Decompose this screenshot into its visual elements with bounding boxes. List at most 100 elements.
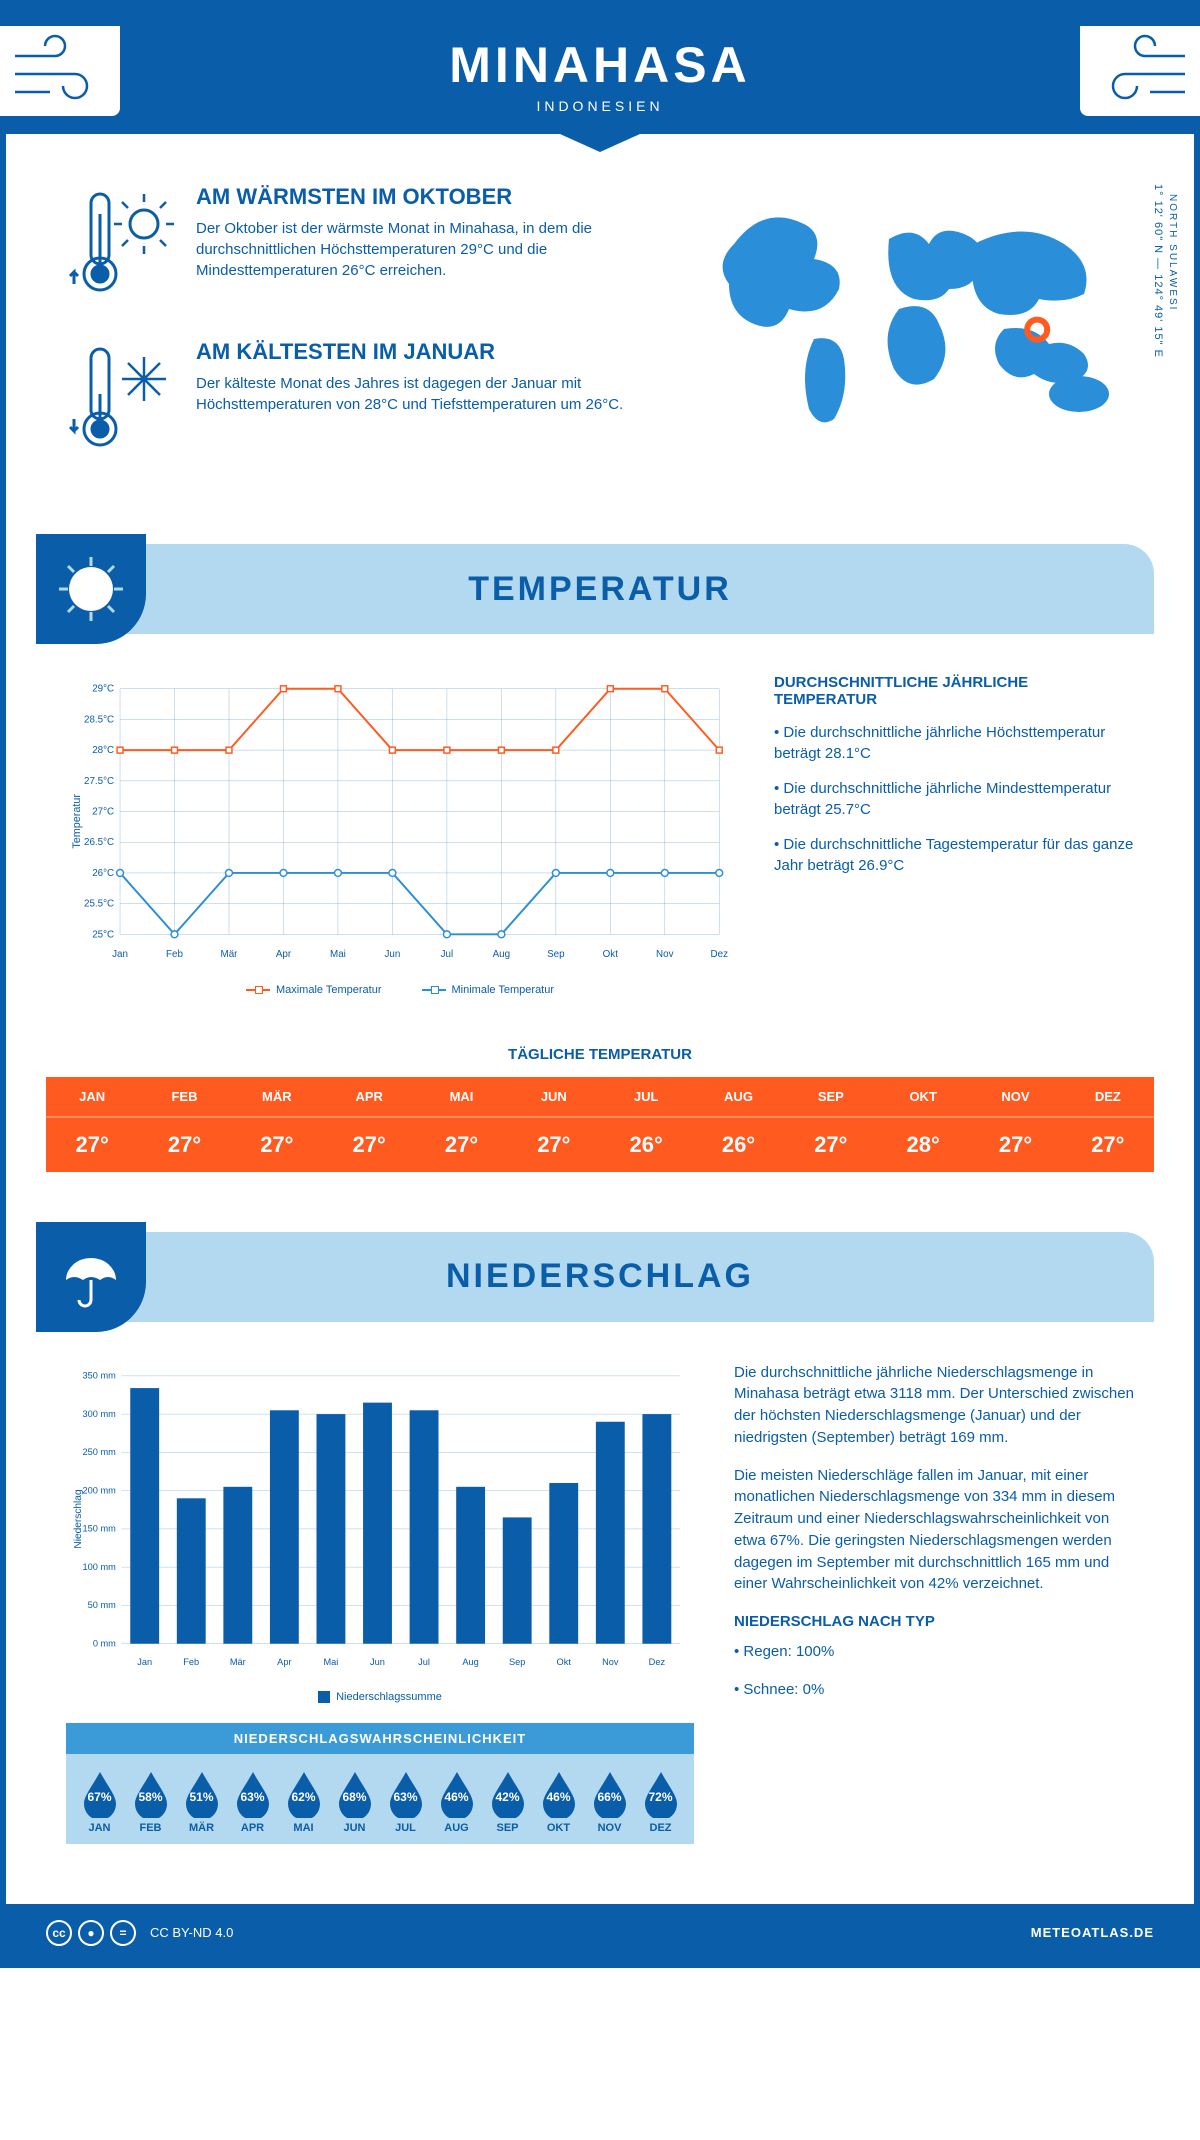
- svg-text:300 mm: 300 mm: [83, 1409, 117, 1419]
- svg-text:Mai: Mai: [330, 949, 346, 960]
- month-value: 27°: [138, 1116, 230, 1172]
- precipitation-banner: NIEDERSCHLAG: [46, 1232, 1154, 1322]
- svg-text:28.5°C: 28.5°C: [84, 714, 114, 725]
- region-label: NORTH SULAWESI: [1167, 194, 1178, 311]
- svg-text:Jun: Jun: [370, 1657, 385, 1667]
- svg-text:50 mm: 50 mm: [88, 1600, 116, 1610]
- month-header: NOV: [969, 1077, 1061, 1116]
- wind-icon: [1080, 26, 1200, 116]
- prob-cell: 42% SEP: [482, 1768, 533, 1834]
- warmest-fact: AM WÄRMSTEN IM OKTOBER Der Oktober ist d…: [66, 184, 654, 309]
- svg-text:Temperatur: Temperatur: [71, 794, 83, 849]
- coldest-text: Der kälteste Monat des Jahres ist dagege…: [196, 373, 654, 415]
- svg-text:Feb: Feb: [166, 949, 183, 960]
- precip-p1: Die durchschnittliche jährliche Niedersc…: [734, 1362, 1134, 1449]
- month-value: 26°: [692, 1116, 784, 1172]
- month-header: OKT: [877, 1077, 969, 1116]
- month-value: 28°: [877, 1116, 969, 1172]
- svg-text:Jul: Jul: [441, 949, 454, 960]
- cc-icons: cc●=: [46, 1920, 136, 1946]
- legend-precip: Niederschlagssumme: [318, 1691, 442, 1703]
- month-header: FEB: [138, 1077, 230, 1116]
- month-header: DEZ: [1062, 1077, 1154, 1116]
- svg-text:Aug: Aug: [462, 1657, 478, 1667]
- svg-text:0 mm: 0 mm: [93, 1638, 116, 1648]
- svg-text:Apr: Apr: [276, 949, 292, 960]
- svg-text:Jun: Jun: [384, 949, 400, 960]
- svg-text:250 mm: 250 mm: [83, 1447, 117, 1457]
- wind-icon: [0, 26, 120, 116]
- precip-p2: Die meisten Niederschläge fallen im Janu…: [734, 1465, 1134, 1596]
- coldest-title: AM KÄLTESTEN IM JANUAR: [196, 339, 654, 365]
- month-header: MAI: [415, 1077, 507, 1116]
- month-value: 27°: [508, 1116, 600, 1172]
- temp-info-title: DURCHSCHNITTLICHE JÄHRLICHE TEMPERATUR: [774, 674, 1134, 708]
- svg-text:Feb: Feb: [183, 1657, 199, 1667]
- daily-temp-title: TÄGLICHE TEMPERATUR: [6, 1046, 1194, 1063]
- month-header: JUN: [508, 1077, 600, 1116]
- sun-icon: [36, 534, 146, 644]
- site-name: METEOATLAS.DE: [1031, 1925, 1154, 1940]
- month-value: 27°: [415, 1116, 507, 1172]
- month-value: 27°: [46, 1116, 138, 1172]
- footer: cc●= CC BY-ND 4.0 METEOATLAS.DE: [6, 1904, 1194, 1962]
- prob-cell: 46% OKT: [533, 1768, 584, 1834]
- svg-text:100 mm: 100 mm: [83, 1562, 117, 1572]
- raindrop-icon: 42%: [487, 1768, 529, 1818]
- prob-cell: 63% JUL: [380, 1768, 431, 1834]
- svg-text:Mär: Mär: [221, 949, 239, 960]
- svg-text:Dez: Dez: [711, 949, 729, 960]
- raindrop-icon: 51%: [181, 1768, 223, 1818]
- month-value: 27°: [785, 1116, 877, 1172]
- prob-cell: 51% MÄR: [176, 1768, 227, 1834]
- svg-text:27.5°C: 27.5°C: [84, 776, 114, 787]
- svg-text:Dez: Dez: [649, 1657, 666, 1667]
- svg-text:Okt: Okt: [557, 1657, 572, 1667]
- svg-text:Niederschlag: Niederschlag: [73, 1489, 84, 1548]
- temperature-heading: TEMPERATUR: [468, 570, 732, 609]
- prob-cell: 72% DEZ: [635, 1768, 686, 1834]
- temp-bullet: • Die durchschnittliche jährliche Höchst…: [774, 722, 1134, 764]
- thermometer-sun-icon: [66, 184, 176, 309]
- precip-type-title: NIEDERSCHLAG NACH TYP: [734, 1611, 1134, 1633]
- svg-text:26.5°C: 26.5°C: [84, 837, 114, 848]
- page-title: MINAHASA: [6, 36, 1194, 94]
- svg-text:200 mm: 200 mm: [83, 1485, 117, 1495]
- temp-bullet: • Die durchschnittliche Tagestemperatur …: [774, 834, 1134, 876]
- prob-title: NIEDERSCHLAGSWAHRSCHEINLICHKEIT: [66, 1723, 694, 1754]
- raindrop-icon: 63%: [385, 1768, 427, 1818]
- temperature-chart: 25°C25.5°C26°C26.5°C27°C27.5°C28°C28.5°C…: [66, 674, 734, 996]
- raindrop-icon: 46%: [538, 1768, 580, 1818]
- warmest-text: Der Oktober ist der wärmste Monat in Min…: [196, 218, 654, 281]
- daily-temp-table: JANFEBMÄRAPRMAIJUNJULAUGSEPOKTNOVDEZ27°2…: [46, 1077, 1154, 1172]
- thermometer-snow-icon: [66, 339, 176, 464]
- svg-text:Mai: Mai: [324, 1657, 339, 1667]
- month-header: JAN: [46, 1077, 138, 1116]
- legend-max: Maximale Temperatur: [246, 984, 382, 996]
- svg-text:Aug: Aug: [493, 949, 510, 960]
- raindrop-icon: 66%: [589, 1768, 631, 1818]
- prob-cell: 62% MAI: [278, 1768, 329, 1834]
- temp-bullet: • Die durchschnittliche jährliche Mindes…: [774, 778, 1134, 820]
- raindrop-icon: 67%: [79, 1768, 121, 1818]
- svg-text:Jul: Jul: [418, 1657, 430, 1667]
- month-value: 26°: [600, 1116, 692, 1172]
- coordinates: 1° 12' 60" N — 124° 49' 15" E: [1152, 184, 1164, 358]
- svg-text:27°C: 27°C: [92, 806, 114, 817]
- precipitation-heading: NIEDERSCHLAG: [446, 1257, 754, 1296]
- raindrop-icon: 68%: [334, 1768, 376, 1818]
- month-value: 27°: [231, 1116, 323, 1172]
- prob-cell: 67% JAN: [74, 1768, 125, 1834]
- svg-text:25°C: 25°C: [92, 929, 114, 940]
- svg-text:29°C: 29°C: [92, 684, 114, 695]
- svg-text:Nov: Nov: [602, 1657, 619, 1667]
- svg-text:Mär: Mär: [230, 1657, 246, 1667]
- month-header: AUG: [692, 1077, 784, 1116]
- coldest-fact: AM KÄLTESTEN IM JANUAR Der kälteste Mona…: [66, 339, 654, 464]
- raindrop-icon: 46%: [436, 1768, 478, 1818]
- umbrella-icon: [36, 1222, 146, 1332]
- prob-cell: 66% NOV: [584, 1768, 635, 1834]
- svg-text:350 mm: 350 mm: [83, 1370, 117, 1380]
- prob-cell: 68% JUN: [329, 1768, 380, 1834]
- precipitation-chart: 0 mm50 mm100 mm150 mm200 mm250 mm300 mm3…: [66, 1362, 694, 1703]
